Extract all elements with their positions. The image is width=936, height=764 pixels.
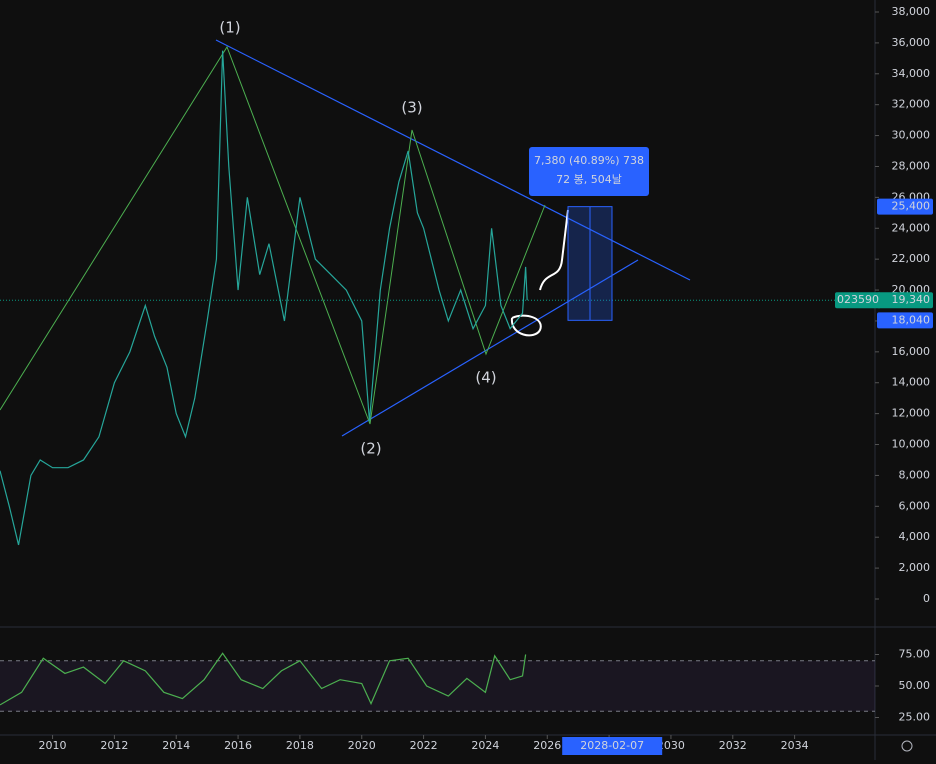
y-tick-label: 4,000 [899,530,931,543]
price-badge-label: 18,040 [892,313,931,326]
wave-label: (1) [219,19,240,37]
x-tick-label: 2032 [719,739,747,752]
y-tick-label: 34,000 [892,67,931,80]
x-tick-label: 2014 [162,739,190,752]
y-tick-label: 10,000 [892,438,931,451]
x-tick-label: 2020 [348,739,376,752]
wave-label: (3) [401,99,422,117]
rsi-tick-label: 25.00 [899,711,931,724]
x-tick-label: 2012 [100,739,128,752]
y-tick-label: 22,000 [892,252,931,265]
price-badge-label: 25,400 [892,200,931,213]
rsi-tick-label: 75.00 [899,648,931,661]
x-tick-label: 2022 [410,739,438,752]
x-tick-label: 2026 [533,739,561,752]
trend-line [341,259,639,437]
x-tick-label: 2010 [39,739,67,752]
price-badge-label: 19,340 [892,293,931,306]
y-tick-label: 2,000 [899,561,931,574]
y-tick-label: 32,000 [892,98,931,111]
x-tick-label: 2018 [286,739,314,752]
y-tick-label: 28,000 [892,159,931,172]
rsi-line [0,652,527,706]
y-tick-label: 12,000 [892,407,931,420]
x-tick-label: 2034 [781,739,809,752]
drawing [510,209,569,337]
wave-label: (4) [475,369,496,387]
x-tick-label: 2016 [224,739,252,752]
y-tick-label: 38,000 [892,5,931,18]
x-tick-label: 2024 [471,739,499,752]
date-badge [562,737,663,755]
price-badge [877,198,933,215]
y-tick-label: 30,000 [892,129,931,142]
y-tick-label: 36,000 [892,36,931,49]
wave-label: (2) [360,440,381,458]
rsi-tick-label: 50.00 [899,679,931,692]
price-line [0,50,528,546]
measure-text: 7,380 (40.89%) 738 [534,154,644,167]
price-badge [877,292,933,309]
ticker-badge [835,292,881,309]
measure-badge [529,147,649,196]
price-badge [877,312,933,329]
settings-button[interactable] [901,740,913,752]
date-label: 2028-02-07 [580,739,644,752]
y-tick-label: 6,000 [899,499,931,512]
x-tick-label: 2030 [657,739,685,752]
ticker-label: 023590 [837,293,879,306]
y-tick-label: 24,000 [892,221,931,234]
trend-line [215,39,691,281]
y-tick-label: 16,000 [892,345,931,358]
rsi-band [0,660,875,712]
measure-text: 72 봉, 504날 [556,173,622,186]
wave-zigzag [0,45,546,425]
y-tick-label: 14,000 [892,376,931,389]
y-tick-label: 0 [923,592,930,605]
y-tick-label: 8,000 [899,468,931,481]
